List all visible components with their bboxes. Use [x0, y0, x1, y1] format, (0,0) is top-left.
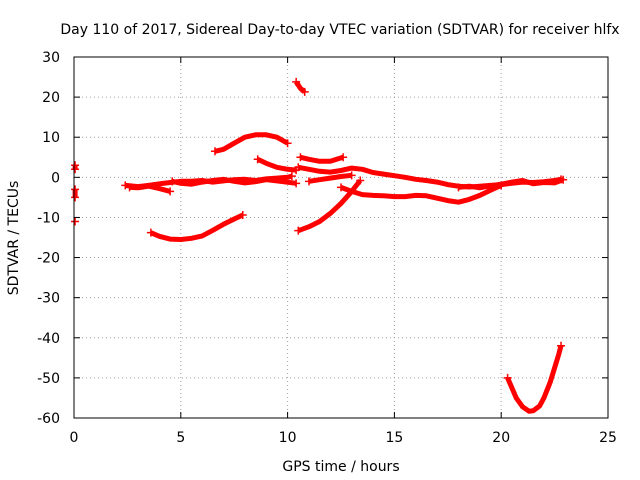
series-7-point-0	[253, 155, 262, 164]
series-13-trace	[340, 183, 503, 205]
series-4-trace	[129, 183, 171, 194]
y-tick-label-1: -50	[37, 371, 60, 387]
series-6-point-7	[283, 139, 292, 148]
series-10-point-0	[294, 163, 303, 172]
series-2	[71, 217, 80, 226]
x-tick-label-0: 0	[70, 430, 79, 446]
series-15-point-0	[146, 228, 155, 237]
series-4-point-4	[166, 187, 175, 196]
series-7	[253, 155, 301, 175]
series-13-point-0	[337, 183, 345, 192]
series-16-point-0	[503, 373, 512, 382]
plot-frame	[73, 56, 609, 419]
x-tick-label-1: 5	[176, 430, 185, 446]
series-13	[337, 181, 506, 205]
series-14-point-0	[454, 183, 463, 192]
series-9-trace	[299, 154, 344, 164]
y-tick-label-7: 10	[42, 130, 60, 146]
series-12-point-0	[294, 226, 303, 235]
x-axis-label: GPS time / hours	[282, 459, 399, 475]
series-9-point-0	[296, 153, 305, 162]
series-14-trace	[458, 177, 564, 191]
series-16-point-11	[557, 341, 566, 350]
series-4	[125, 183, 175, 196]
series-8-trace	[294, 80, 307, 94]
x-tick-label-3: 15	[385, 430, 403, 446]
series-3-point-16	[287, 172, 296, 181]
series-14	[454, 175, 568, 192]
series-0-point-1	[71, 165, 80, 174]
series-1-point-0	[71, 185, 80, 194]
series-1	[71, 185, 80, 202]
y-axis-label: SDTVAR / TECUs	[6, 181, 22, 296]
x-tick-label-5: 25	[599, 430, 617, 446]
series-layer	[71, 77, 568, 414]
series-8	[292, 77, 309, 96]
series-15-point-9	[238, 211, 247, 220]
series-0	[71, 161, 80, 174]
x-tick-label-4: 20	[492, 430, 510, 446]
series-15-trace	[149, 212, 244, 242]
series-12-point-6	[356, 176, 365, 185]
series-1-point-2	[71, 193, 80, 202]
y-tick-label-0: -60	[37, 411, 60, 427]
series-11-point-4	[347, 171, 356, 180]
series-5	[168, 176, 301, 188]
y-tick-label-4: -20	[37, 251, 60, 267]
series-9-point-4	[339, 153, 348, 162]
series-12-trace	[297, 178, 363, 234]
series-5-point-11	[292, 179, 301, 188]
series-5-trace	[171, 176, 297, 187]
series-9	[296, 153, 348, 164]
series-11-trace	[308, 172, 352, 184]
series-16-trace	[505, 345, 564, 414]
y-tick-label-3: -30	[37, 291, 60, 307]
series-6-trace	[214, 132, 289, 154]
series-8-point-3	[300, 87, 309, 96]
series-11-point-0	[304, 177, 313, 186]
series-14-point-10	[559, 175, 568, 184]
chart-title: Day 110 of 2017, Sidereal Day-to-day VTE…	[60, 22, 619, 38]
series-15	[146, 211, 247, 242]
series-11	[304, 171, 356, 186]
series-7-trace	[256, 157, 297, 173]
series-6-point-0	[210, 147, 219, 156]
series-2-point-0	[71, 217, 80, 226]
series-16	[503, 341, 566, 414]
series-8-point-0	[292, 77, 301, 86]
tick-layer: 0 5 10 15 20 25 -60 -50 -40 -30 -20 -10 0 10 20 30	[37, 50, 617, 446]
series-3-point-0	[121, 181, 130, 190]
series-5-point-0	[168, 177, 177, 186]
series-12	[294, 176, 365, 235]
y-tick-label-2: -40	[37, 331, 60, 347]
y-tick-label-8: 20	[42, 90, 60, 106]
series-6	[210, 132, 292, 156]
series-4-point-0	[125, 183, 134, 192]
y-tick-label-9: 30	[42, 50, 60, 66]
x-tick-label-2: 10	[279, 430, 297, 446]
grid-layer	[74, 57, 608, 418]
y-tick-label-6: 0	[51, 170, 60, 186]
y-tick-label-5: -10	[37, 210, 60, 226]
